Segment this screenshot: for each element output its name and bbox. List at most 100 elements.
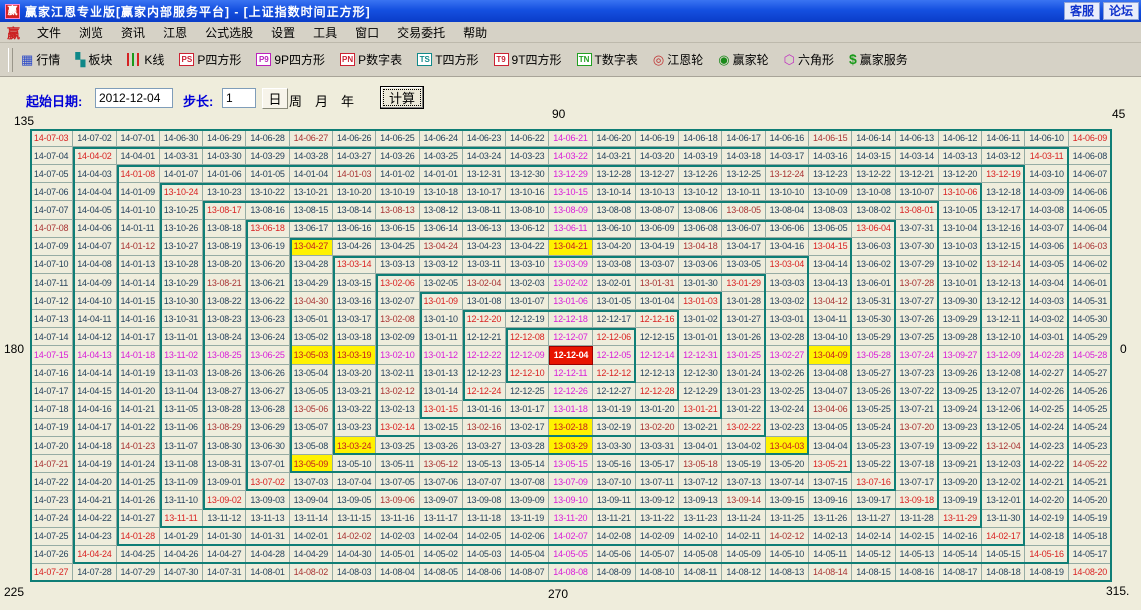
grid-cell[interactable]: 13-10-13 xyxy=(635,183,680,202)
grid-cell[interactable]: 13-01-03 xyxy=(679,292,723,311)
grid-cell[interactable]: 14-03-13 xyxy=(938,147,983,166)
grid-cell[interactable]: 13-05-12 xyxy=(419,455,463,474)
grid-cell[interactable]: 12-12-10 xyxy=(506,364,550,383)
grid-cell[interactable]: 13-10-07 xyxy=(895,183,939,202)
grid-cell[interactable]: 14-08-18 xyxy=(982,563,1026,582)
grid-cell[interactable]: 13-03-24 xyxy=(332,437,377,456)
grid-cell[interactable]: 14-06-20 xyxy=(592,129,636,148)
grid-cell[interactable]: 14-02-26 xyxy=(1025,382,1069,401)
grid-cell[interactable]: 13-07-20 xyxy=(895,418,939,438)
grid-cell[interactable]: 13-12-27 xyxy=(635,165,680,184)
grid-cell[interactable]: 13-01-12 xyxy=(419,346,463,365)
grid-cell[interactable]: 13-11-14 xyxy=(289,509,333,528)
grid-cell[interactable]: 14-01-24 xyxy=(116,455,160,474)
grid-cell[interactable]: 14-02-23 xyxy=(1025,437,1069,456)
grid-cell[interactable]: 14-01-29 xyxy=(159,527,204,546)
grid-cell[interactable]: 13-02-12 xyxy=(376,382,420,401)
grid-cell[interactable]: 13-02-10 xyxy=(376,346,420,365)
grid-cell[interactable]: 14-06-16 xyxy=(765,129,810,148)
grid-cell[interactable]: 13-01-09 xyxy=(419,292,463,311)
grid-cell[interactable]: 14-04-25 xyxy=(116,545,160,564)
grid-cell[interactable]: 13-04-12 xyxy=(809,292,853,311)
grid-cell[interactable]: 13-12-08 xyxy=(982,364,1026,383)
grid-cell[interactable]: 13-09-06 xyxy=(376,491,420,510)
grid-cell[interactable]: 14-04-06 xyxy=(73,219,117,238)
grid-cell[interactable]: 13-11-24 xyxy=(722,509,766,528)
grid-cell[interactable]: 14-04-13 xyxy=(73,346,117,365)
grid-cell[interactable]: 13-05-23 xyxy=(852,437,896,456)
grid-cell[interactable]: 14-02-10 xyxy=(679,527,723,546)
grid-cell[interactable]: 13-03-25 xyxy=(376,437,420,456)
grid-cell[interactable]: 13-05-22 xyxy=(852,455,896,474)
grid-cell[interactable]: 13-08-10 xyxy=(506,201,550,220)
grid-cell[interactable]: 13-08-29 xyxy=(203,418,247,438)
grid-cell[interactable]: 14-07-01 xyxy=(116,129,160,148)
toolbar-button-T数字表[interactable]: TN T数字表 xyxy=(575,49,640,70)
grid-cell[interactable]: 14-02-20 xyxy=(1025,491,1069,510)
grid-cell[interactable]: 13-12-07 xyxy=(982,382,1026,401)
grid-cell[interactable]: 13-09-22 xyxy=(938,437,983,456)
grid-cell[interactable]: 14-04-27 xyxy=(203,545,247,564)
grid-cell[interactable]: 13-03-30 xyxy=(592,437,636,456)
grid-cell[interactable]: 13-03-13 xyxy=(376,255,420,274)
grid-cell[interactable]: 14-03-24 xyxy=(462,147,507,166)
grid-cell[interactable]: 13-03-01 xyxy=(765,310,810,329)
grid-cell[interactable]: 13-03-08 xyxy=(592,255,636,274)
grid-cell[interactable]: 13-01-07 xyxy=(506,292,550,311)
grid-cell[interactable]: 14-05-18 xyxy=(1068,527,1112,546)
grid-cell[interactable]: 14-04-09 xyxy=(73,273,117,293)
grid-cell[interactable]: 14-06-29 xyxy=(203,129,247,148)
grid-cell[interactable]: 14-05-05 xyxy=(549,545,593,564)
grid-cell[interactable]: 13-06-06 xyxy=(765,219,810,238)
period-year-button[interactable]: 年 xyxy=(341,91,354,110)
grid-cell[interactable]: 13-04-01 xyxy=(679,437,723,456)
grid-cell[interactable]: 14-07-18 xyxy=(30,400,74,419)
grid-cell[interactable]: 13-05-02 xyxy=(289,328,333,347)
grid-cell[interactable]: 13-08-14 xyxy=(332,201,377,220)
grid-cell[interactable]: 13-03-06 xyxy=(679,255,723,274)
grid-cell[interactable]: 13-12-17 xyxy=(982,201,1026,220)
grid-cell[interactable]: 13-09-26 xyxy=(938,364,983,383)
grid-cell[interactable]: 13-06-09 xyxy=(635,219,680,238)
grid-cell[interactable]: 13-03-04 xyxy=(765,255,810,274)
grid-cell[interactable]: 12-12-11 xyxy=(549,364,593,383)
grid-cell[interactable]: 13-05-24 xyxy=(852,418,896,438)
grid-cell[interactable]: 13-06-22 xyxy=(246,292,290,311)
grid-cell[interactable]: 14-04-11 xyxy=(73,310,117,329)
grid-cell[interactable]: 12-12-17 xyxy=(592,310,636,329)
grid-cell[interactable]: 13-08-26 xyxy=(203,364,247,383)
grid-cell[interactable]: 13-05-09 xyxy=(289,455,333,474)
grid-cell[interactable]: 13-08-25 xyxy=(203,346,247,365)
grid-cell[interactable]: 13-10-04 xyxy=(938,219,983,238)
grid-cell[interactable]: 13-01-01 xyxy=(679,328,723,347)
grid-cell[interactable]: 14-07-05 xyxy=(30,165,74,184)
grid-cell[interactable]: 14-01-09 xyxy=(116,183,160,202)
grid-cell[interactable]: 13-10-28 xyxy=(159,255,204,274)
grid-cell[interactable]: 13-09-25 xyxy=(938,382,983,401)
grid-cell[interactable]: 13-01-16 xyxy=(462,400,507,419)
grid-cell[interactable]: 14-08-08 xyxy=(549,563,593,582)
grid-cell[interactable]: 14-01-12 xyxy=(116,237,160,256)
grid-cell[interactable]: 13-03-28 xyxy=(506,437,550,456)
grid-cell[interactable]: 13-06-18 xyxy=(246,219,290,238)
grid-cell[interactable]: 14-02-15 xyxy=(895,527,939,546)
grid-cell[interactable]: 14-02-28 xyxy=(1025,346,1069,365)
grid-cell[interactable]: 14-04-28 xyxy=(246,545,290,564)
grid-cell[interactable]: 14-02-01 xyxy=(289,527,333,546)
grid-cell[interactable]: 13-12-22 xyxy=(852,165,896,184)
grid-cell[interactable]: 14-05-22 xyxy=(1068,455,1112,474)
grid-cell[interactable]: 13-04-16 xyxy=(765,237,810,256)
calculate-button[interactable]: 计算 xyxy=(380,86,424,109)
grid-cell[interactable]: 14-03-14 xyxy=(895,147,939,166)
grid-cell[interactable]: 13-06-05 xyxy=(809,219,853,238)
grid-cell[interactable]: 14-07-07 xyxy=(30,201,74,220)
grid-cell[interactable]: 12-12-13 xyxy=(635,364,680,383)
grid-cell[interactable]: 14-07-11 xyxy=(30,273,74,293)
grid-cell[interactable]: 13-01-27 xyxy=(722,310,766,329)
menu-item-gann[interactable]: 江恩 xyxy=(163,25,188,40)
grid-cell[interactable]: 14-01-20 xyxy=(116,382,160,401)
grid-cell[interactable]: 13-06-30 xyxy=(246,437,290,456)
grid-cell[interactable]: 12-12-29 xyxy=(679,382,723,401)
grid-cell[interactable]: 12-12-26 xyxy=(549,382,593,401)
grid-cell[interactable]: 13-10-03 xyxy=(938,237,983,256)
